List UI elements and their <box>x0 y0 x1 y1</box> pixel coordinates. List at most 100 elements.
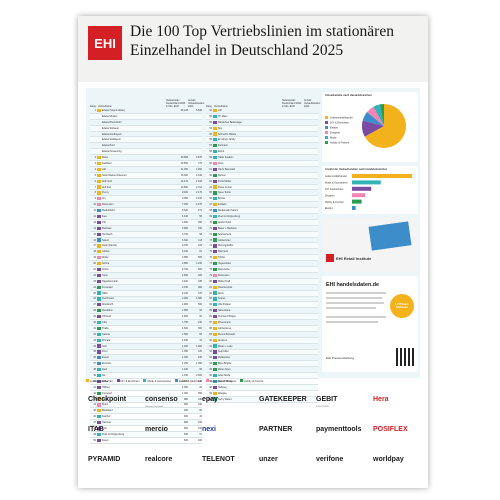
category-badge <box>213 315 217 319</box>
sponsor-logo[interactable]: GATEKEEPER <box>259 396 307 403</box>
retailer-name: Marktkauf <box>102 409 113 413</box>
table-row: 3 Kaufland 22.560 770 <box>90 161 202 167</box>
retailer-name: Tchibo <box>218 256 225 260</box>
pie-legend-label: Drogerie <box>330 131 341 135</box>
sponsor-logo[interactable]: verifone <box>316 456 344 463</box>
table-row: Edeka Nord <box>90 143 202 150</box>
revenue-value: 1.750 <box>182 321 188 324</box>
category-badge <box>97 368 101 372</box>
pie-legend-swatch <box>325 126 328 129</box>
sponsor-logo[interactable]: nexi <box>202 426 217 433</box>
col-stores: Anzahl Verkaufsstellen 2024 <box>304 99 321 108</box>
table-row: Edeka Hessenring <box>90 149 202 156</box>
legend-swatch <box>205 379 209 382</box>
table-row: 61 Otto's Baumarkt <box>206 167 318 173</box>
table-row: 79 Rossmann <box>206 273 318 279</box>
table-row: 82 Reno <box>206 290 318 297</box>
sponsor-logo[interactable]: PARTNER <box>259 426 293 433</box>
table-row: 30 C&A 1.750 410 <box>90 320 202 326</box>
retailer-name: Takko Fashion <box>218 156 234 160</box>
rank: 72 <box>209 232 212 236</box>
retailer-name: Galeria <box>102 332 110 336</box>
revenue-value: 9.400 <box>182 191 188 195</box>
category-badge <box>213 208 217 213</box>
category-badge <box>213 144 217 148</box>
table-row: 24 Fressnapf 2.150 960 <box>90 285 202 291</box>
rank: 87 <box>209 321 212 324</box>
sponsor-subtitle: SOLUTIONS <box>316 406 329 408</box>
sponsor-logo[interactable]: POSIFLEX <box>373 426 408 433</box>
table-row: 16 Saturn 3.300 113 <box>90 238 202 244</box>
retailer-name: Tedi <box>102 344 107 348</box>
rank: 53 <box>209 120 212 124</box>
category-badge <box>213 238 217 242</box>
stores-value: 66 <box>199 368 202 372</box>
rank: 43 <box>93 397 96 401</box>
stores-value: 83 <box>199 332 202 336</box>
rank: 46 <box>93 415 96 419</box>
ehi-logo: EHI <box>88 26 122 60</box>
retailer-name: Budni <box>102 403 109 407</box>
category-badge <box>97 403 101 407</box>
sponsor-logo[interactable]: worldpay <box>373 456 404 463</box>
sponsor-logo[interactable]: paymenttools <box>316 426 362 433</box>
sponsor-logo[interactable]: PYRAMID <box>88 456 121 463</box>
table-row: 57 Fielmann <box>206 143 318 150</box>
category-badge <box>213 161 217 166</box>
table-row: 66 Bonita <box>206 196 318 203</box>
table-row: 84 Ulla Popken <box>206 302 318 309</box>
bar-label: Lebensmittelhandel <box>325 175 347 178</box>
sponsor-logo[interactable]: Checkpoint <box>88 396 127 403</box>
rank: 60 <box>209 161 212 165</box>
sponsor-logo[interactable]: TELENOT <box>202 456 235 463</box>
pie-legend-label: DIY & Einrichten <box>330 121 350 125</box>
category-badge <box>97 132 101 135</box>
retailer-name: Otto's Baumarkt <box>218 167 236 171</box>
table-row: 46 Kaufhof 900 40 <box>90 414 202 421</box>
rank: 20 <box>93 262 96 266</box>
rank: 55 <box>209 132 212 136</box>
retailer-name: Rossmann <box>218 273 230 277</box>
sponsor-logo[interactable]: mercio <box>145 426 168 433</box>
rank: 50 <box>93 438 96 442</box>
revenue-value: 2.000 <box>182 297 188 301</box>
stores-value: 272 <box>198 209 202 213</box>
category-badge <box>213 285 217 289</box>
qr-code[interactable] <box>396 348 414 366</box>
retailer-name: Intersport <box>102 391 113 395</box>
stores-value: 2.500 <box>196 374 202 378</box>
col-rank: Rang <box>90 105 96 108</box>
col-revenue: Nettoumsatz Deutschland 2024 in Mio. EUR <box>166 99 186 108</box>
retailer-name: Mediamarkt Saturn <box>218 209 239 213</box>
retailer-name: Obi <box>102 220 106 224</box>
retailer-name: Hammer <box>102 421 112 425</box>
retailer-name: Rewe Center <box>218 185 232 189</box>
category-badge <box>97 179 101 183</box>
pie-slice <box>364 104 406 148</box>
table-row: 65 Neue Territe <box>206 190 318 197</box>
rank: 86 <box>209 315 212 319</box>
rank: 16 <box>93 238 96 242</box>
sponsor-logo[interactable]: unzer <box>259 456 278 463</box>
sponsor-logo[interactable]: epay <box>202 396 218 403</box>
bar <box>352 186 372 191</box>
stores-value: 370 <box>198 291 202 295</box>
revenue-value: 1.900 <box>182 303 188 307</box>
sponsor-logo[interactable]: ITAB <box>88 426 104 433</box>
category-badge <box>97 197 101 201</box>
retailer-name: Woolworth <box>102 303 114 307</box>
revenue-value: 1.800 <box>182 315 188 319</box>
category-badge <box>213 332 217 336</box>
revenue-value: 1.000 <box>182 391 188 395</box>
pie-legend-swatch <box>325 116 328 119</box>
sponsor-logo[interactable]: Hera <box>373 396 389 403</box>
sponsor-logo[interactable]: consenso <box>145 396 178 403</box>
sponsor-logo[interactable]: realcore <box>145 456 173 463</box>
retailer-name: Edeka Rhein-Ruhr <box>102 120 122 124</box>
rank: 90 <box>209 338 212 342</box>
table-row: 33 Primark 1.450 31 <box>90 337 202 344</box>
table-row: 90 Alnatura <box>206 337 318 344</box>
rank: 41 <box>93 385 96 389</box>
sponsor-logo[interactable]: GEBIT <box>316 396 338 403</box>
category-badge <box>213 191 217 195</box>
